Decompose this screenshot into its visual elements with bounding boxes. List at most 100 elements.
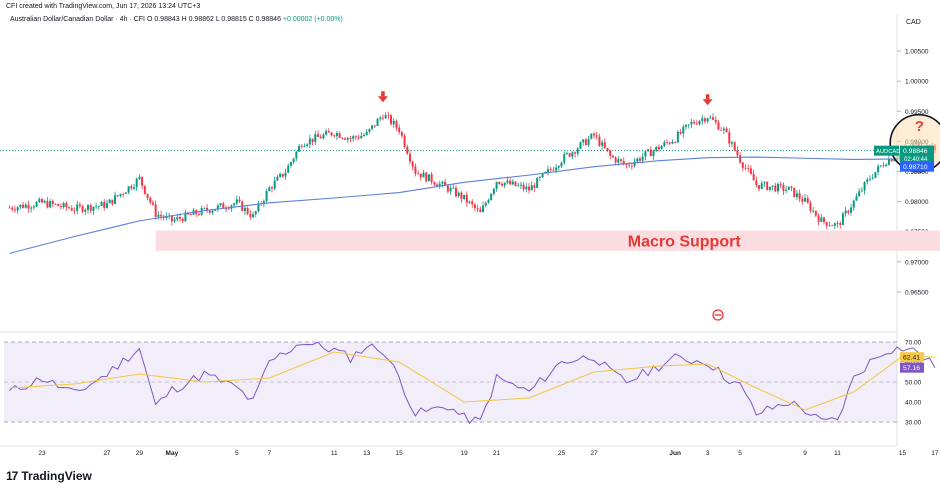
rsi-ma-badge <box>900 352 924 363</box>
candle-body <box>316 134 319 137</box>
candle-body <box>728 132 731 144</box>
candle-body <box>114 195 117 204</box>
candle-body <box>349 138 352 139</box>
candle-body <box>614 157 617 163</box>
time-tick-label: 5 <box>235 450 239 457</box>
price-tick-label: 0.96500 <box>905 289 929 296</box>
candle-body <box>346 138 349 140</box>
candle-body <box>557 166 560 168</box>
candle-body <box>809 202 812 212</box>
candle-body <box>763 182 766 184</box>
candle-body <box>771 185 774 187</box>
candle-body <box>893 159 896 162</box>
candle-body <box>398 127 401 133</box>
candle-body <box>436 184 439 187</box>
candle-body <box>887 159 890 165</box>
candle-body <box>538 177 541 178</box>
candle-body <box>214 209 217 211</box>
candle-body <box>441 181 444 184</box>
rsi-band-fill <box>4 342 897 422</box>
candle-body <box>722 128 725 131</box>
rsi-tick-label: 30.00 <box>905 420 922 427</box>
candle-body <box>549 169 552 170</box>
candle-body <box>668 142 671 144</box>
candle-body <box>403 135 406 147</box>
candle-body <box>149 197 152 203</box>
candle-body <box>246 207 249 214</box>
candle-body <box>178 217 181 219</box>
candle-body <box>227 208 230 210</box>
candle-body <box>132 187 135 189</box>
candle-body <box>365 131 368 135</box>
time-tick-label: 11 <box>834 450 841 457</box>
candle-body <box>141 176 144 186</box>
candle-body <box>306 144 309 146</box>
candle-body <box>863 182 866 191</box>
bar-countdown-text: 02:40:44 <box>904 157 928 163</box>
candle-body <box>560 162 563 167</box>
candle-body <box>160 214 163 217</box>
candle-body <box>574 152 577 154</box>
candle-body <box>601 142 604 146</box>
candle-body <box>103 201 106 208</box>
candle-body <box>457 192 460 197</box>
candle-body <box>476 208 479 210</box>
candle-body <box>206 207 209 211</box>
candle-body <box>373 125 376 127</box>
candle-body <box>825 221 828 226</box>
candle-body <box>514 181 517 186</box>
symbol-name: Australian Dollar/Canadian Dollar · 4h ·… <box>10 16 145 23</box>
candle-body <box>798 193 801 199</box>
candle-body <box>479 209 482 213</box>
candle-body <box>576 148 579 154</box>
candle-body <box>449 187 452 192</box>
price-tick-label: 0.99500 <box>905 109 929 116</box>
candle-body <box>92 206 95 211</box>
candle-body <box>130 186 133 189</box>
candle-body <box>338 133 341 138</box>
candle-body <box>579 142 582 149</box>
candle-body <box>254 211 257 215</box>
time-tick-label: 3 <box>706 450 710 457</box>
candle-body <box>563 154 566 163</box>
candle-body <box>24 204 27 208</box>
time-tick-label: 23 <box>38 450 46 457</box>
candle-body <box>744 167 747 169</box>
rsi-line <box>9 341 936 425</box>
candle-body <box>444 181 447 186</box>
candle-body <box>300 146 303 147</box>
candle-body <box>357 137 360 139</box>
candle-body <box>319 136 322 139</box>
candle-body <box>714 119 717 123</box>
candle-body <box>598 136 601 146</box>
candle-body <box>438 183 441 187</box>
candle-body <box>839 223 842 226</box>
candle-body <box>252 214 255 218</box>
candle-body <box>11 207 14 210</box>
candle-body <box>866 179 869 183</box>
candle-body <box>871 177 874 179</box>
candle-body <box>879 165 882 167</box>
candle-body <box>143 185 146 194</box>
symbol-legend[interactable]: Australian Dollar/Canadian Dollar · 4h ·… <box>10 16 343 23</box>
candle-body <box>400 132 403 136</box>
candle-body <box>116 195 119 197</box>
candle-body <box>281 173 284 177</box>
candle-body <box>636 158 639 162</box>
candle-body <box>790 186 793 188</box>
candle-body <box>16 207 19 211</box>
candle-body <box>522 184 525 190</box>
candle-body <box>22 204 25 208</box>
candle-body <box>541 173 544 178</box>
candle-body <box>487 200 490 203</box>
candle-body <box>682 126 685 134</box>
candle-body <box>814 210 817 216</box>
candle-body <box>122 193 125 195</box>
candle-body <box>344 138 347 140</box>
candle-body <box>760 183 763 189</box>
candle-body <box>582 139 585 143</box>
candle-body <box>473 204 476 209</box>
candle-body <box>877 166 880 173</box>
candle-body <box>655 146 658 151</box>
